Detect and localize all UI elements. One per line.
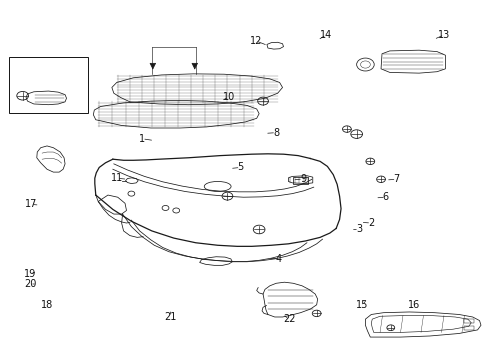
Text: 14: 14 xyxy=(320,30,332,40)
Text: 18: 18 xyxy=(41,300,53,310)
Text: 11: 11 xyxy=(110,173,122,183)
Text: 9: 9 xyxy=(299,174,305,184)
Text: 2: 2 xyxy=(367,218,374,228)
Text: 8: 8 xyxy=(273,128,279,138)
Text: 13: 13 xyxy=(437,30,449,40)
Text: 4: 4 xyxy=(275,254,281,264)
Text: 20: 20 xyxy=(24,279,36,289)
Text: 5: 5 xyxy=(237,162,243,172)
Text: 7: 7 xyxy=(393,174,399,184)
Text: 1: 1 xyxy=(139,134,145,144)
Text: 22: 22 xyxy=(283,314,295,324)
Text: 15: 15 xyxy=(356,300,368,310)
Text: 3: 3 xyxy=(355,225,362,234)
Text: 16: 16 xyxy=(407,300,420,310)
Text: 21: 21 xyxy=(164,312,176,322)
Text: 12: 12 xyxy=(249,36,262,46)
Text: 17: 17 xyxy=(25,199,37,210)
Text: 10: 10 xyxy=(223,92,235,102)
Text: 19: 19 xyxy=(24,269,36,279)
Text: 6: 6 xyxy=(382,192,388,202)
